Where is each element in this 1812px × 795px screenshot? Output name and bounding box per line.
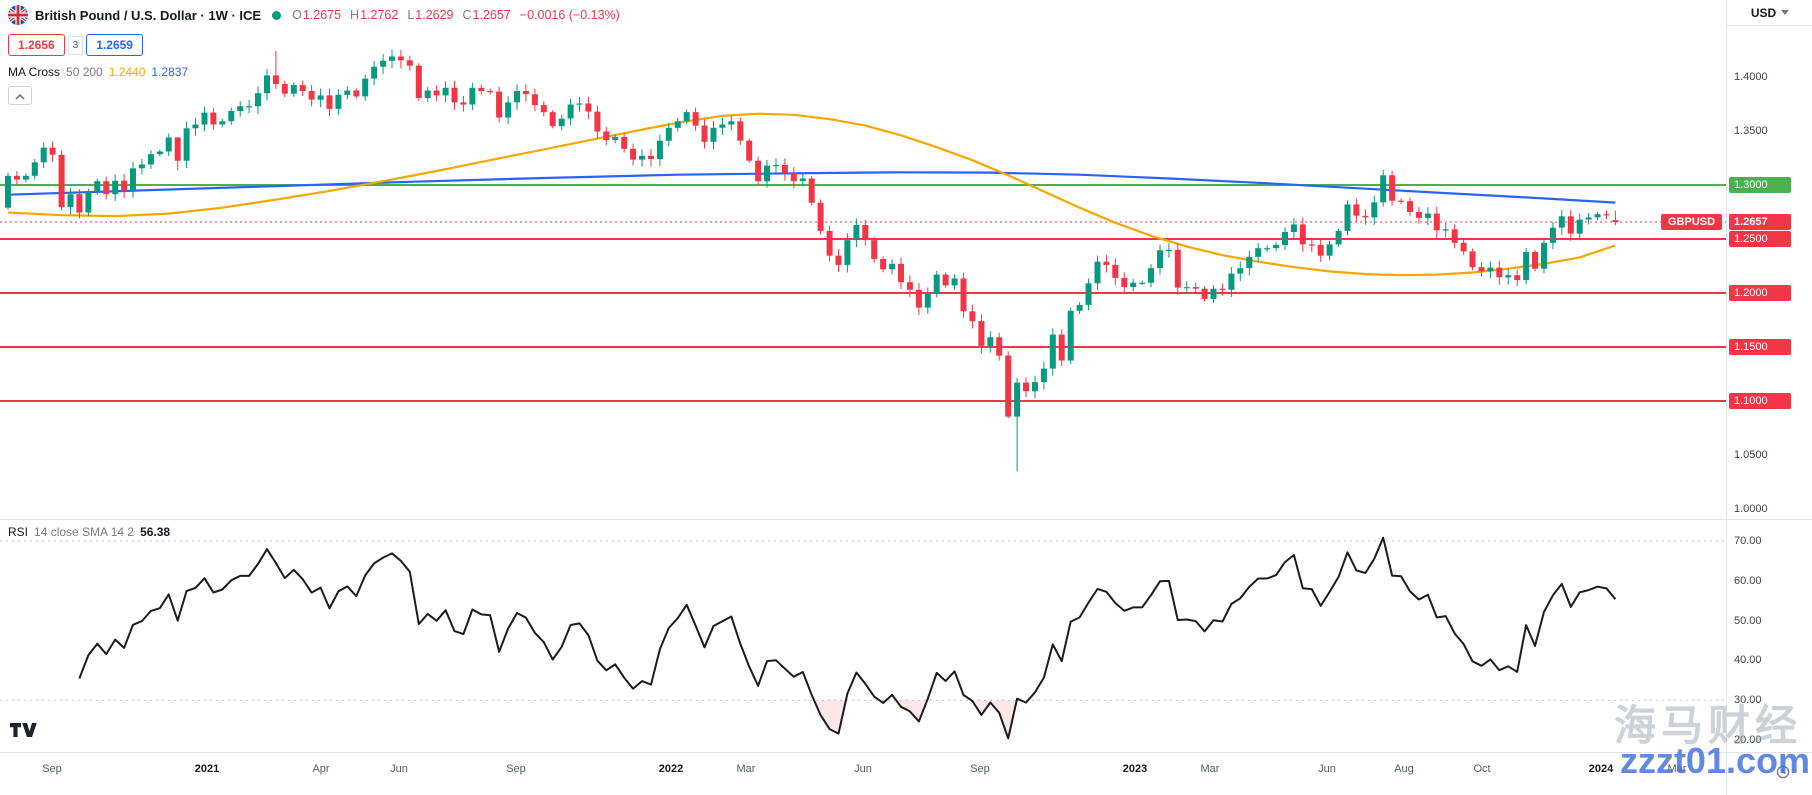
price-level-badge: 1.2500 <box>1729 231 1791 247</box>
candlestick-chart-canvas[interactable] <box>0 0 1726 752</box>
time-axis-label: Aug <box>1394 763 1414 775</box>
buy-button[interactable]: 1.2659 <box>86 34 143 56</box>
price-axis-currency-selector[interactable]: USD <box>1727 0 1812 26</box>
rsi-axis-label: 60.00 <box>1734 574 1762 587</box>
currency-label: USD <box>1750 5 1777 20</box>
rsi-indicator-params: 14 close SMA 14 2 <box>34 525 135 539</box>
sell-button[interactable]: 1.2656 <box>8 34 65 56</box>
time-axis-label: Sep <box>506 763 526 775</box>
price-axis-label: 1.3500 <box>1734 125 1768 137</box>
axis-settings-icon[interactable] <box>1776 765 1790 784</box>
time-axis[interactable]: Sep 2021 Apr Jun Sep 2022 Mar Jun Sep 2023 Mar Jun A… <box>0 753 1726 795</box>
chart-legend: British Pound / U.S. Dollar · 1W · ICE O… <box>8 5 620 105</box>
price-axis-label: 1.0500 <box>1734 449 1768 461</box>
change-value: −0.0016 (−0.13%) <box>519 8 620 22</box>
time-axis-label: Apr <box>312 763 330 775</box>
ma200-value: 1.2837 <box>151 65 189 79</box>
market-status-icon[interactable] <box>272 10 282 20</box>
ohlc-values: O1.2675 H1.2762 L1.2629 C1.2657 −0.0016 … <box>292 8 620 22</box>
symbol-flag-icon <box>8 5 28 25</box>
close-label: C <box>462 8 472 22</box>
tradingview-logo[interactable] <box>10 722 38 743</box>
chevron-up-icon <box>15 88 25 103</box>
time-axis-label: 2021 <box>194 763 220 775</box>
time-axis-label: Jun <box>854 763 872 775</box>
time-axis-label: 2022 <box>658 763 684 775</box>
spread-value: 3 <box>67 35 84 55</box>
rsi-value: 56.38 <box>140 525 171 539</box>
low-label: L <box>407 8 415 22</box>
time-axis-label: Oct <box>1473 763 1491 775</box>
time-axis-label: Mar <box>1667 763 1687 775</box>
symbol-legend-row[interactable]: British Pound / U.S. Dollar · 1W · ICE O… <box>8 5 620 25</box>
price-level-badge: 1.1500 <box>1729 339 1791 355</box>
indicator-params: 50 200 <box>66 65 103 79</box>
time-axis-label: 2023 <box>1122 763 1148 775</box>
rsi-axis-label: 30.00 <box>1734 694 1762 707</box>
low-value: 1.2629 <box>415 8 454 22</box>
price-axis-label: 1.4000 <box>1734 71 1768 83</box>
high-value: 1.2762 <box>360 8 399 22</box>
time-axis-label: Jun <box>390 763 408 775</box>
rsi-axis-label: 70.00 <box>1734 535 1762 547</box>
chevron-down-icon <box>1781 10 1790 15</box>
high-label: H <box>350 8 360 22</box>
time-axis-label: Mar <box>1200 763 1220 775</box>
buy-sell-widget: 1.2656 3 1.2659 <box>8 34 620 56</box>
rsi-axis-label: 50.00 <box>1734 614 1762 627</box>
rsi-legend-row[interactable]: RSI 14 close SMA 14 2 56.38 <box>8 525 170 539</box>
ma50-value: 1.2440 <box>108 65 146 79</box>
indicator-name: MA Cross <box>8 65 61 79</box>
price-level-badge: 1.1000 <box>1729 393 1791 409</box>
price-axis[interactable]: USD 1.4000 1.3500 1.0500 1.0000 1.3000 1.2500… <box>1726 0 1812 795</box>
time-axis-separator <box>0 752 1812 753</box>
time-axis-label: Jun <box>1318 763 1336 775</box>
rsi-axis-label: 20.00 <box>1734 734 1762 746</box>
open-value: 1.2675 <box>302 8 342 22</box>
open-label: O <box>292 8 302 22</box>
time-axis-label: 2024 <box>1588 763 1614 775</box>
price-level-badge: 1.3000 <box>1729 177 1791 193</box>
ma-cross-legend[interactable]: MA Cross 50 200 1.2440 1.2837 <box>8 65 620 79</box>
close-value: 1.2657 <box>472 8 511 22</box>
current-price-symbol-badge: GBPUSD <box>1661 214 1723 231</box>
time-axis-label: Mar <box>736 763 756 775</box>
price-axis-label: 1.0000 <box>1734 503 1768 515</box>
time-axis-label: Sep <box>970 763 990 775</box>
symbol-title[interactable]: British Pound / U.S. Dollar · 1W · ICE <box>35 7 262 23</box>
legend-collapse-button[interactable] <box>8 86 32 105</box>
price-level-badge: 1.2000 <box>1729 285 1791 301</box>
rsi-axis-label: 40.00 <box>1734 654 1762 667</box>
current-price-badge: 1.2657 <box>1729 214 1791 231</box>
time-axis-label: Sep <box>42 763 62 775</box>
rsi-indicator-name: RSI <box>8 525 29 539</box>
pane-separator[interactable] <box>0 519 1812 520</box>
